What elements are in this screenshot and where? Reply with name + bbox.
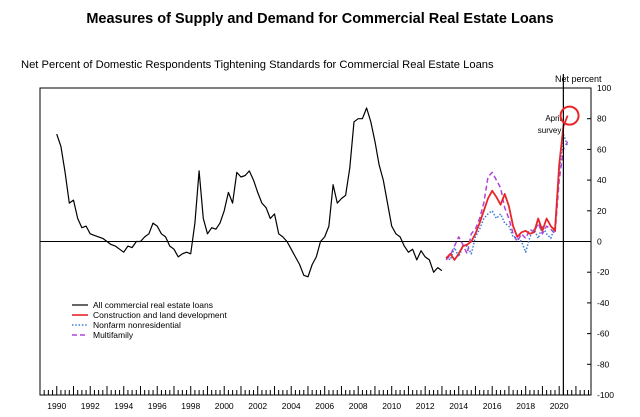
series-layer xyxy=(56,107,569,278)
legend-label: Construction and land development xyxy=(93,310,227,320)
y-tick-label: -80 xyxy=(597,359,610,369)
x-axis-ticks: 1990 1992 1994 1996 1998 2000 2002 2004 2006 2008… xyxy=(39,386,589,411)
x-tick-label: 1992 xyxy=(81,401,100,411)
y-axis-ticks: -100 -80 -60 -40 -20 0 20 40 60 80 100 xyxy=(587,83,614,400)
y-tick-label: -40 xyxy=(597,298,610,308)
x-tick-label: 2006 xyxy=(315,401,334,411)
x-tick-label: 2016 xyxy=(483,401,502,411)
chart-subtitle: Net Percent of Domestic Respondents Tigh… xyxy=(21,59,494,71)
series-line xyxy=(445,115,569,261)
x-tick-label: 2002 xyxy=(248,401,267,411)
legend: All commercial real estate loansConstruc… xyxy=(72,300,227,340)
x-tick-label: 2020 xyxy=(550,401,569,411)
survey-label-line1: April xyxy=(545,114,561,123)
x-tick-label: 1994 xyxy=(114,401,133,411)
y-tick-label: 80 xyxy=(597,114,607,124)
right-axis-label: Net percent xyxy=(555,74,602,84)
x-tick-label: 2008 xyxy=(349,401,368,411)
legend-label: All commercial real estate loans xyxy=(93,300,213,310)
series-line xyxy=(56,107,443,278)
x-tick-label: 1996 xyxy=(148,401,167,411)
y-tick-label: 100 xyxy=(597,83,611,93)
x-tick-label: 1990 xyxy=(47,401,66,411)
y-tick-label: -60 xyxy=(597,329,610,339)
legend-label: Nonfarm nonresidential xyxy=(93,320,181,330)
y-tick-label: 60 xyxy=(597,144,607,154)
survey-label-line2: survey xyxy=(538,126,562,135)
chart-title: Measures of Supply and Demand for Commer… xyxy=(86,11,554,27)
x-tick-label: 2010 xyxy=(382,401,401,411)
legend-label: Multifamily xyxy=(93,330,134,340)
series-line xyxy=(445,133,569,261)
y-tick-label: 40 xyxy=(597,175,607,185)
x-tick-label: 2012 xyxy=(416,401,435,411)
y-tick-label: -100 xyxy=(597,390,614,400)
highlight-circle xyxy=(559,105,580,126)
x-tick-label: 1998 xyxy=(181,401,200,411)
y-tick-label: -20 xyxy=(597,267,610,277)
x-tick-label: 2014 xyxy=(449,401,468,411)
x-tick-label: 2004 xyxy=(282,401,301,411)
x-tick-label: 2018 xyxy=(516,401,535,411)
series-line xyxy=(445,141,569,261)
y-tick-label: 0 xyxy=(597,237,602,247)
y-tick-label: 20 xyxy=(597,206,607,216)
x-tick-label: 2000 xyxy=(215,401,234,411)
